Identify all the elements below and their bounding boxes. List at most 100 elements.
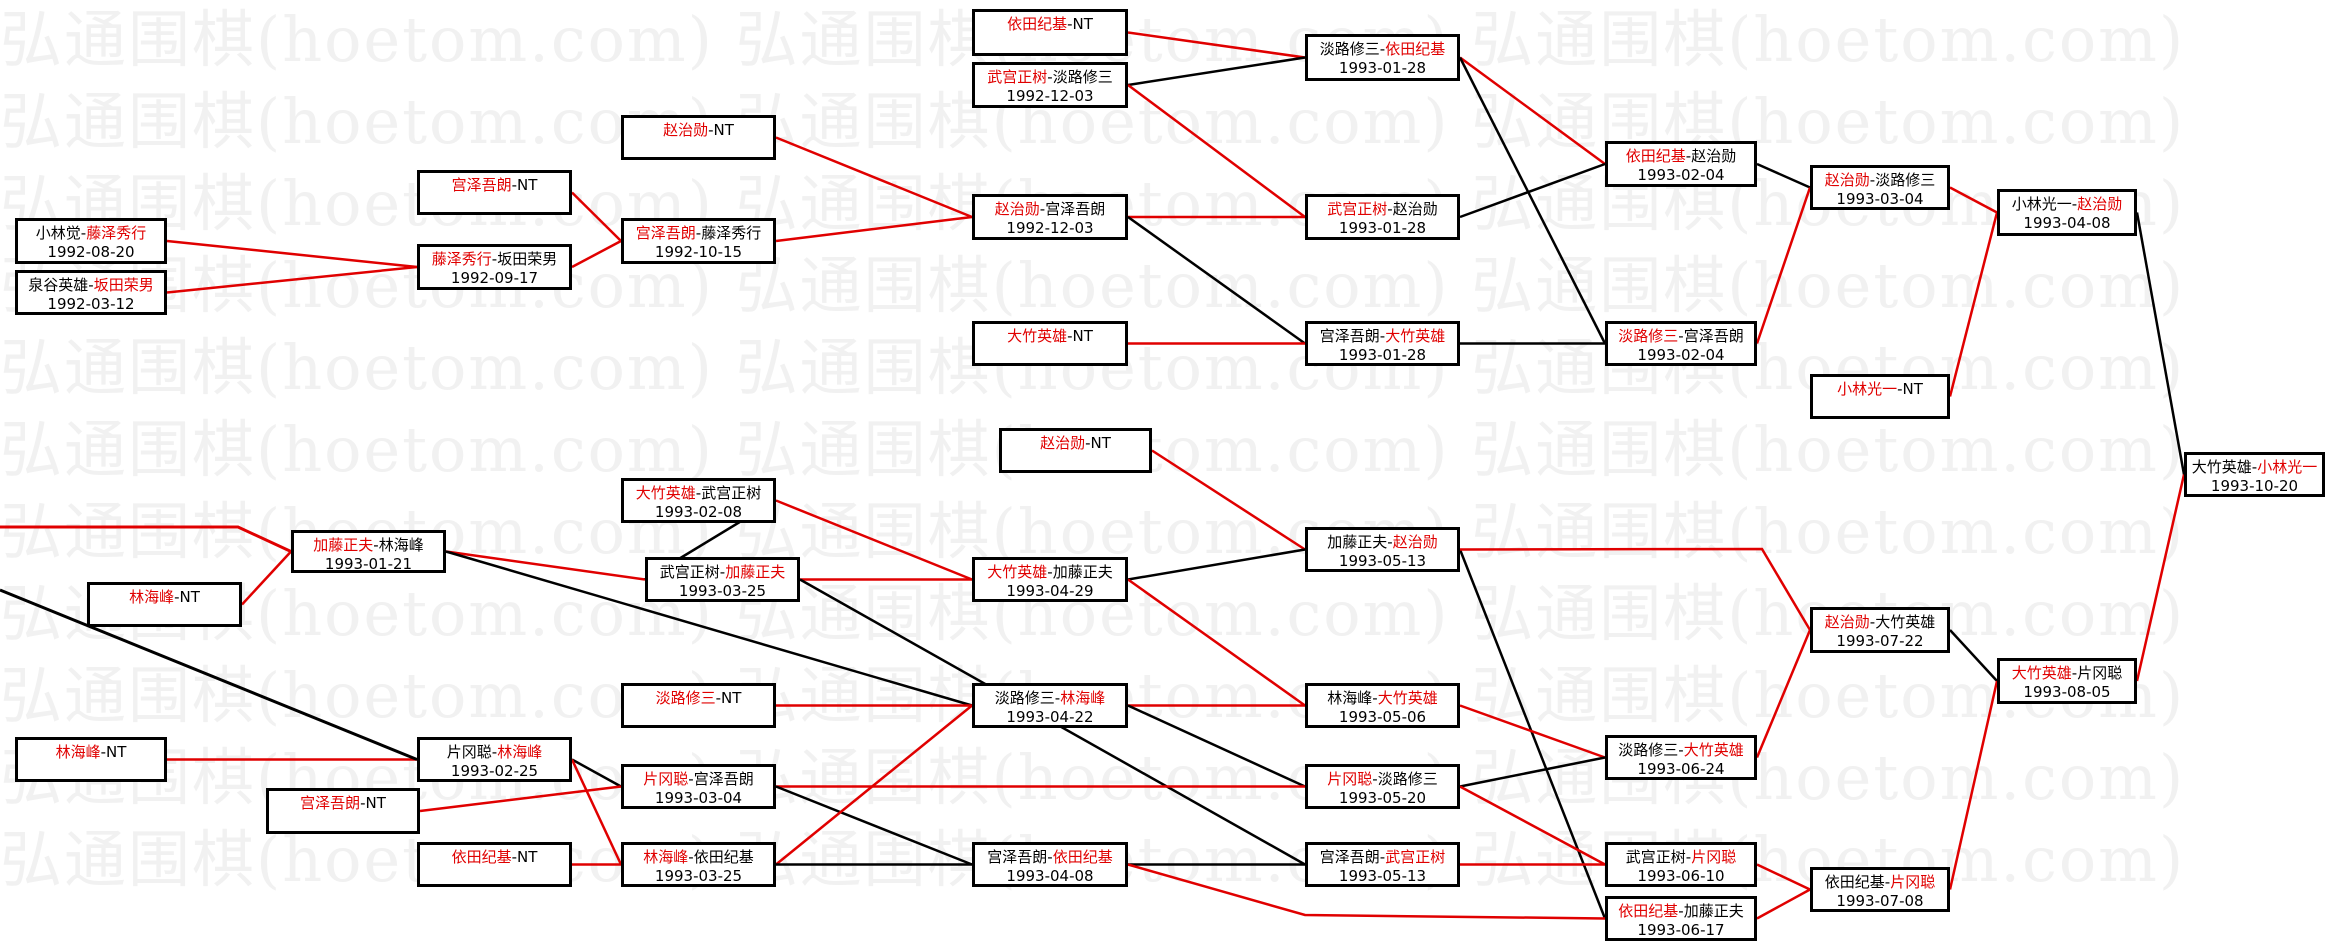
player-2: 大竹英雄 bbox=[1875, 613, 1936, 631]
match-date: 1992-12-03 bbox=[1006, 87, 1094, 105]
player-1: 林海峰 bbox=[55, 743, 101, 761]
match-box: 赵治勋-NT bbox=[621, 115, 776, 160]
connector-line bbox=[775, 704, 973, 866]
player-2: 林海峰 bbox=[1060, 689, 1106, 707]
match-players: 淡路修三-依田纪基 bbox=[1308, 40, 1457, 59]
match-box: 依田纪基-NT bbox=[972, 9, 1128, 56]
match-players: 大竹英雄-武宫正树 bbox=[624, 484, 773, 503]
match-box: 依田纪基-片冈聪 1993-07-08 bbox=[1810, 867, 1950, 912]
separator: - bbox=[2071, 664, 2078, 682]
player-2: 依田纪基 bbox=[693, 848, 754, 866]
match-players: 赵治勋-大竹英雄 bbox=[1813, 613, 1947, 632]
match-box: 加藤正夫-赵治勋 1993-05-13 bbox=[1305, 527, 1460, 572]
separator: - bbox=[1372, 770, 1378, 788]
connector-line bbox=[1458, 56, 1607, 345]
player-1: 宫泽吾朗 bbox=[300, 794, 361, 812]
match-players: 大竹英雄-加藤正夫 bbox=[975, 563, 1125, 582]
player-2: 藤泽秀行 bbox=[86, 224, 147, 242]
match-players: 泉谷英雄-坂田荣男 bbox=[18, 276, 164, 295]
connector-line bbox=[1127, 863, 1606, 920]
connector-line bbox=[775, 785, 973, 866]
player-1: 大竹英雄 bbox=[2011, 664, 2072, 682]
connector-line bbox=[1151, 449, 1306, 551]
connector-line bbox=[1459, 756, 1606, 788]
match-box: 宫泽吾朗-武宫正树 1993-05-13 bbox=[1305, 842, 1460, 887]
match-box: 赵治勋-淡路修三 1993-03-04 bbox=[1810, 165, 1950, 210]
connector-line bbox=[2135, 474, 2186, 682]
player-2: 赵治勋 bbox=[2077, 195, 2123, 213]
player-1: 宫泽吾朗 bbox=[451, 176, 512, 194]
player-1: 加藤正夫 bbox=[1327, 533, 1388, 551]
match-box: 宫泽吾朗-依田纪基 1993-04-08 bbox=[972, 842, 1128, 887]
match-date: 1993-03-25 bbox=[654, 867, 743, 885]
match-players: 藤泽秀行-坂田荣男 bbox=[420, 250, 569, 269]
match-box: 大竹英雄-小林光一 1993-10-20 bbox=[2184, 452, 2325, 497]
player-2: 林海峰 bbox=[378, 536, 424, 554]
separator: - bbox=[511, 848, 518, 866]
player-2: NT bbox=[1072, 327, 1093, 345]
player-1: 赵治勋 bbox=[994, 200, 1040, 218]
match-box: 小林觉-藤泽秀行 1992-08-20 bbox=[15, 218, 167, 264]
connector-line bbox=[1127, 56, 1306, 87]
match-box: 大竹英雄-武宫正树 1993-02-08 bbox=[621, 478, 776, 523]
player-1: 淡路修三 bbox=[655, 689, 716, 707]
connector-line bbox=[0, 525, 292, 553]
player-1: 小林光一 bbox=[1837, 380, 1898, 398]
connector-line bbox=[166, 265, 418, 294]
match-box: 依田纪基-NT bbox=[417, 842, 572, 887]
player-1: 依田纪基 bbox=[1824, 873, 1885, 891]
match-date: 1993-05-13 bbox=[1338, 867, 1427, 885]
connector-line bbox=[775, 215, 973, 243]
separator: - bbox=[1685, 848, 1692, 866]
match-box: 大竹英雄-片冈聪 1993-08-05 bbox=[1997, 658, 2137, 704]
match-box: 武宫正树-加藤正夫 1993-03-25 bbox=[645, 557, 800, 602]
match-box: 淡路修三-NT bbox=[621, 683, 776, 728]
match-players: 武宫正树-片冈聪 bbox=[1608, 848, 1754, 867]
separator: - bbox=[1067, 15, 1073, 33]
connector-line bbox=[571, 758, 622, 788]
match-date: 1993-01-28 bbox=[1338, 346, 1427, 364]
player-1: 泉谷英雄 bbox=[28, 276, 89, 294]
match-box: 淡路修三-宫泽吾朗 1993-02-04 bbox=[1605, 321, 1757, 366]
match-players: 片冈聪-淡路修三 bbox=[1308, 770, 1457, 789]
separator: - bbox=[688, 848, 694, 866]
match-players: 宫泽吾朗-NT bbox=[420, 176, 569, 195]
connector-line bbox=[2135, 212, 2186, 475]
match-players: 小林光一-NT bbox=[1813, 380, 1947, 399]
match-date: 1992-03-12 bbox=[47, 295, 135, 313]
match-box: 小林光一-NT bbox=[1810, 374, 1950, 419]
separator: - bbox=[511, 176, 518, 194]
connector-line bbox=[1127, 31, 1306, 59]
match-players: 片冈聪-林海峰 bbox=[420, 743, 569, 762]
match-players: 赵治勋-宫泽吾朗 bbox=[975, 200, 1125, 219]
player-2: 片冈聪 bbox=[1890, 873, 1936, 891]
separator: - bbox=[1869, 171, 1876, 189]
separator: - bbox=[1897, 380, 1903, 398]
player-1: 淡路修三 bbox=[1618, 741, 1679, 759]
player-2: NT bbox=[517, 848, 538, 866]
match-date: 1993-05-06 bbox=[1338, 708, 1427, 726]
player-2: 赵治勋 bbox=[1392, 533, 1438, 551]
separator: - bbox=[715, 689, 722, 707]
player-2: NT bbox=[713, 121, 734, 139]
connector-line bbox=[419, 785, 622, 813]
player-2: 林海峰 bbox=[497, 743, 543, 761]
match-date: 1993-02-25 bbox=[450, 762, 539, 780]
connector-line bbox=[1127, 704, 1306, 788]
separator: - bbox=[2071, 195, 2078, 213]
separator: - bbox=[1387, 533, 1393, 551]
match-date: 1992-12-03 bbox=[1006, 219, 1094, 237]
match-players: 林海峰-NT bbox=[18, 743, 164, 762]
separator: - bbox=[688, 770, 694, 788]
separator: - bbox=[1054, 689, 1061, 707]
match-box: 赵治勋-大竹英雄 1993-07-22 bbox=[1810, 607, 1950, 653]
player-1: 大竹英雄 bbox=[987, 563, 1048, 581]
player-2: NT bbox=[1902, 380, 1923, 398]
match-date: 1993-02-04 bbox=[1637, 346, 1725, 364]
player-2: 依田纪基 bbox=[1052, 848, 1113, 866]
connector-line bbox=[775, 136, 973, 219]
connector-line bbox=[241, 550, 292, 606]
player-2: 淡路修三 bbox=[1052, 68, 1113, 86]
